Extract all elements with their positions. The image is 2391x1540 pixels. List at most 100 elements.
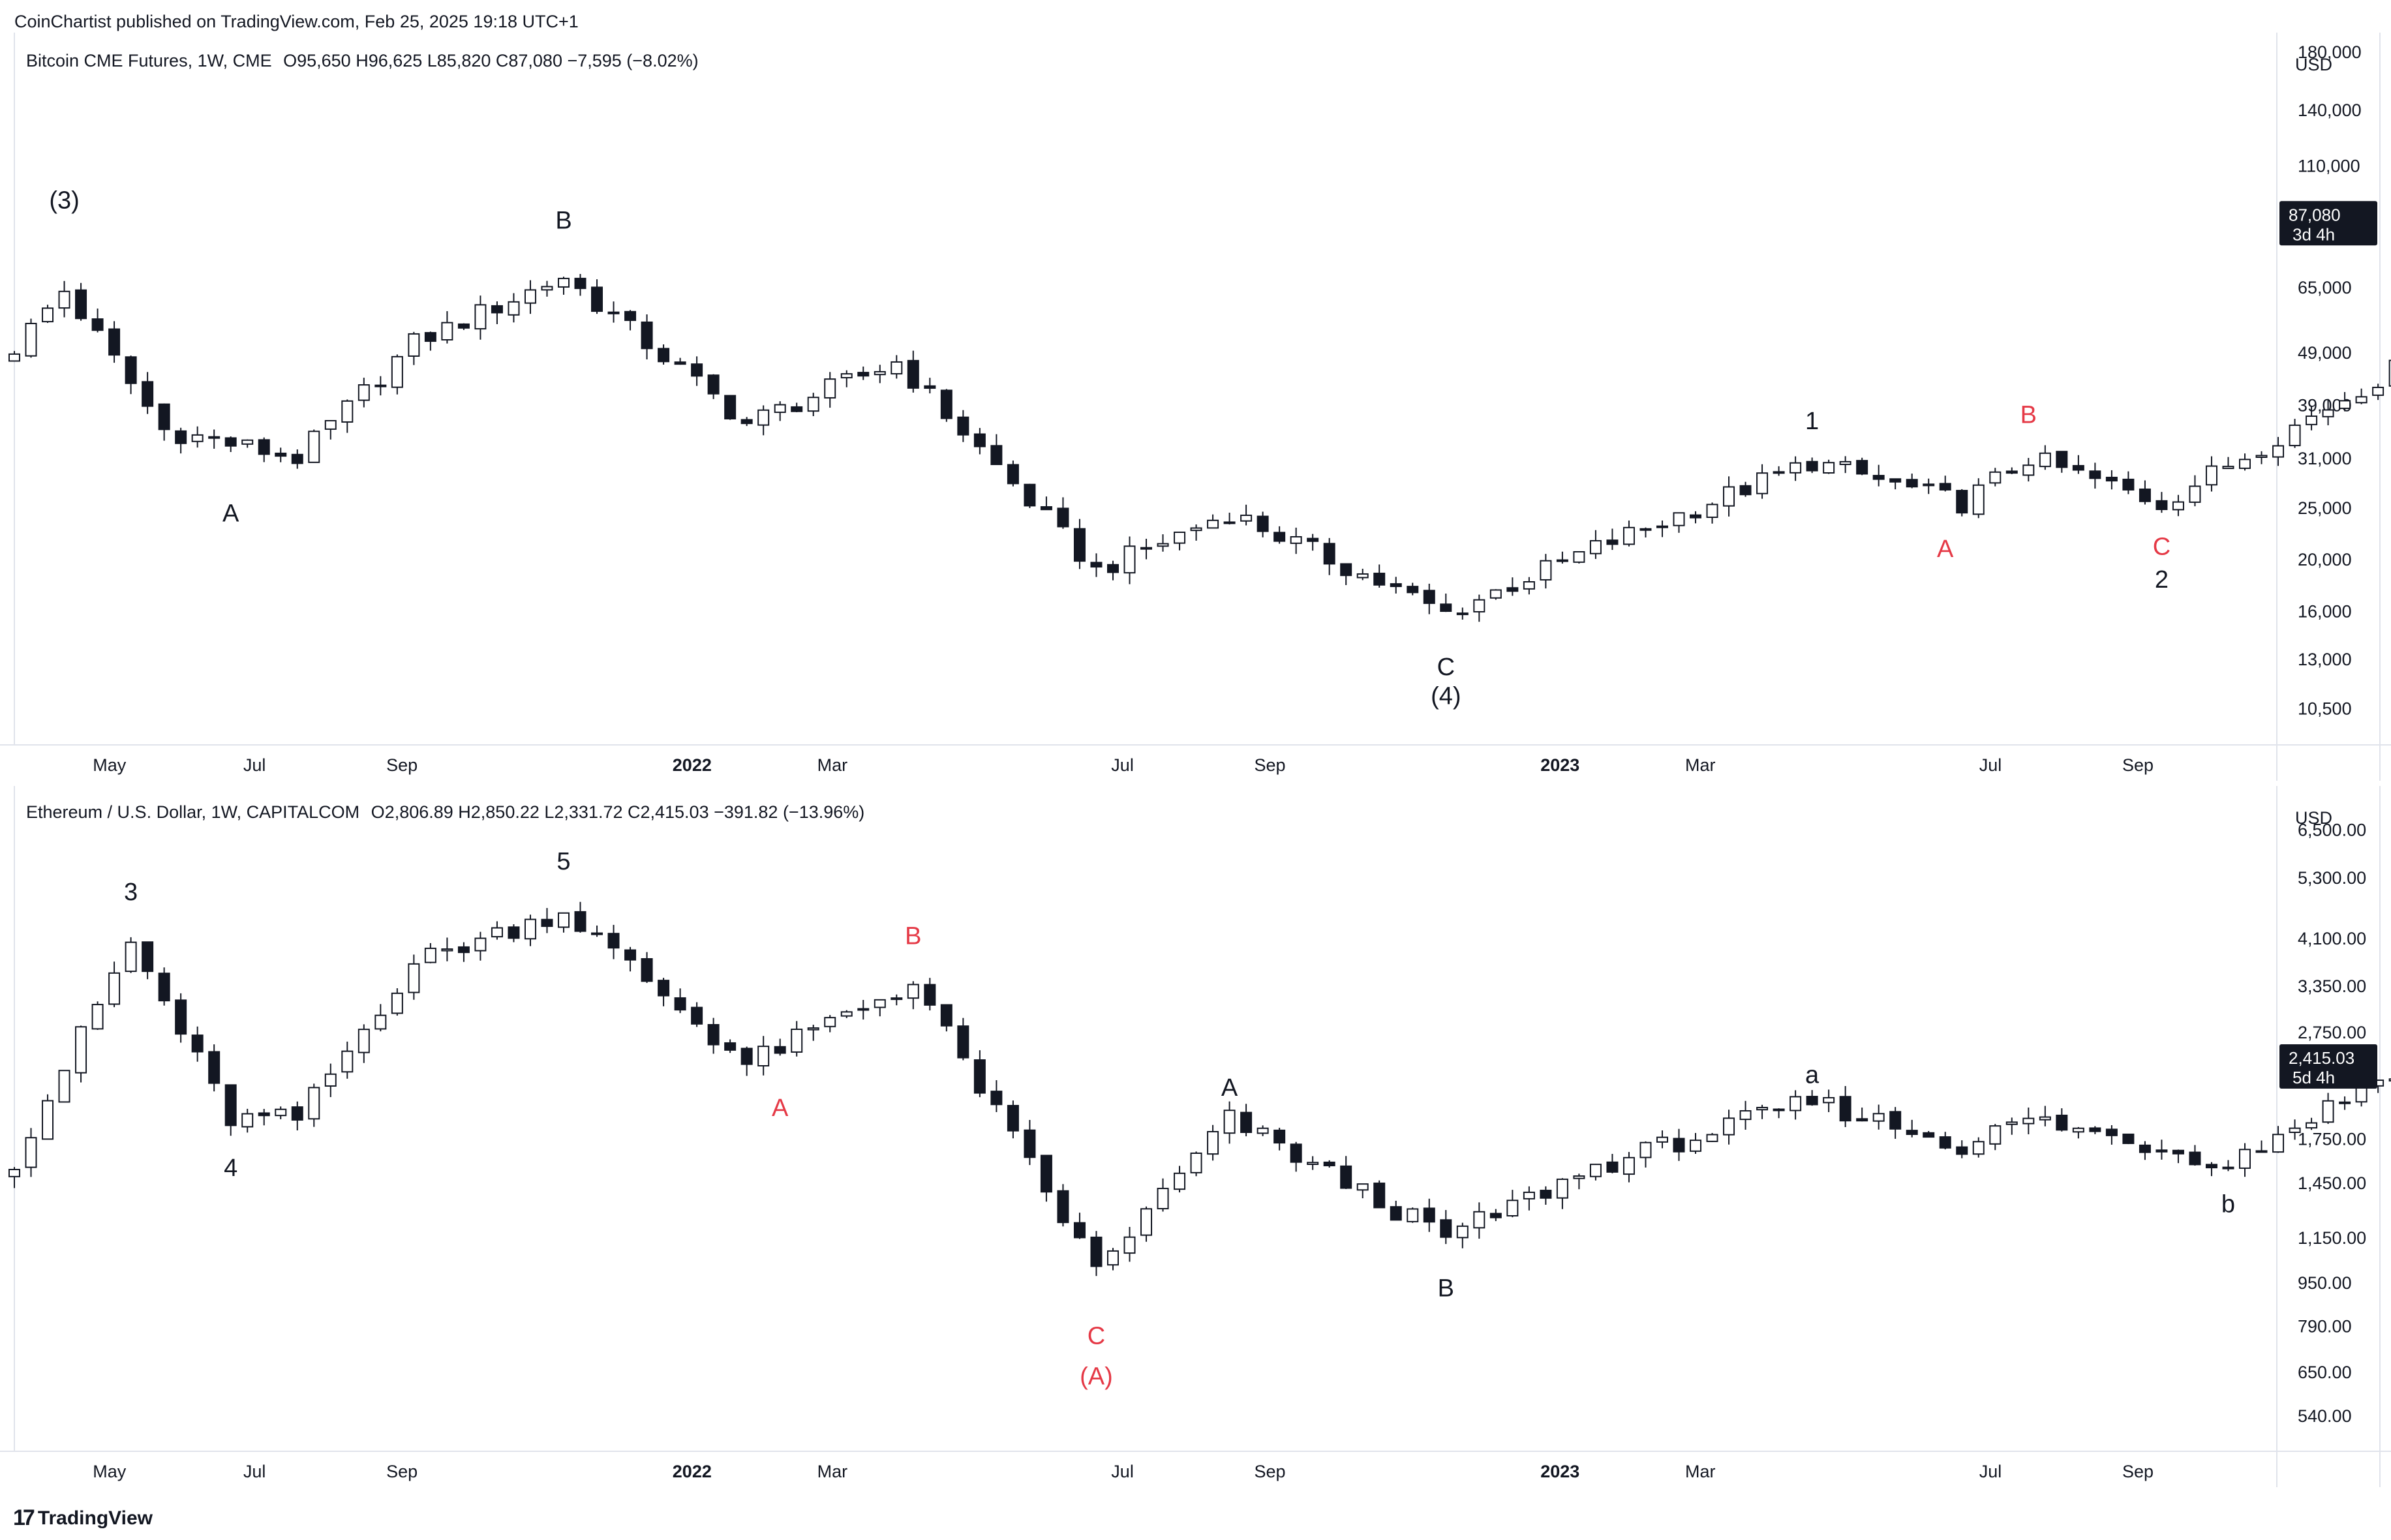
candle	[874, 999, 886, 1017]
candle	[1057, 1184, 1069, 1227]
candle	[973, 428, 986, 455]
candle-body	[2155, 1149, 2168, 1153]
candle	[1024, 1120, 1036, 1166]
candle	[1506, 577, 1519, 596]
candle	[1523, 577, 1535, 595]
candle	[424, 331, 436, 351]
candle	[1739, 481, 1752, 497]
candle-body	[1573, 1175, 1585, 1179]
btc-symbol-name[interactable]: Bitcoin CME Futures, 1W, CME	[26, 51, 272, 70]
candle	[1440, 1210, 1452, 1245]
candle	[1906, 474, 1918, 489]
candle-body	[1606, 539, 1619, 545]
candle-body	[391, 355, 403, 388]
candle	[607, 301, 620, 323]
x-tick-label: Jul	[1979, 755, 2002, 775]
candle	[1473, 594, 1485, 622]
candle-body	[1956, 490, 1968, 514]
candle-body	[374, 1014, 387, 1030]
candle-body	[1773, 1108, 1785, 1111]
candle	[1090, 553, 1103, 577]
candle-body	[524, 918, 536, 940]
candle	[2005, 467, 2018, 474]
candle-body	[1440, 1219, 1452, 1238]
candle	[1789, 456, 1802, 481]
candle	[1756, 1104, 1769, 1119]
candle-body	[408, 333, 420, 357]
candle-body	[757, 1046, 770, 1066]
candle-body	[1523, 1191, 1535, 1200]
x-tick-label: 2023	[1540, 755, 1579, 775]
candle-body	[1690, 1140, 1702, 1152]
candle	[707, 374, 720, 399]
candle	[2155, 492, 2168, 513]
tradingview-logo[interactable]: 17 TradingView	[13, 1505, 153, 1531]
candle	[591, 925, 603, 937]
x-tick-label: 2022	[673, 1462, 712, 1481]
candle-body	[1223, 1110, 1236, 1134]
candle	[457, 323, 470, 330]
candle-body	[1806, 460, 1818, 472]
candle-body	[2372, 386, 2384, 396]
candle-body	[807, 1027, 819, 1031]
candle	[791, 402, 803, 412]
publisher-header: CoinChartist published on TradingView.co…	[14, 12, 579, 31]
candle-body	[607, 311, 620, 314]
candle	[508, 924, 520, 943]
candle	[2005, 1117, 2018, 1135]
candle-body	[924, 984, 936, 1006]
candle	[757, 1036, 770, 1076]
candle-body	[707, 374, 720, 395]
candle-body	[58, 1070, 70, 1103]
candle	[91, 309, 104, 333]
candle-body	[1906, 479, 1918, 488]
last-price-tag	[2279, 201, 2377, 246]
candle-body	[175, 999, 187, 1035]
candle	[1273, 1127, 1286, 1151]
candle-body	[724, 1042, 737, 1051]
candle-body	[1622, 1156, 1635, 1175]
candle-body	[1739, 485, 1752, 496]
candle	[1356, 1183, 1369, 1199]
candle	[1157, 534, 1169, 552]
y-tick-label: 4,100.00	[2298, 929, 2366, 948]
candle	[2239, 1143, 2251, 1177]
candle-body	[1024, 1129, 1036, 1158]
candle-body	[2355, 1086, 2368, 1103]
candle-body	[491, 927, 503, 938]
candle-body	[641, 958, 653, 982]
candle-body	[2056, 451, 2068, 468]
candle-body	[1256, 1127, 1269, 1134]
candle	[258, 1109, 270, 1126]
candle	[275, 1106, 287, 1119]
candle	[574, 901, 586, 933]
candle-body	[2072, 1127, 2084, 1133]
eth-symbol-name[interactable]: Ethereum / U.S. Dollar, 1W, CAPITALCOM	[26, 802, 360, 822]
candle	[2322, 1093, 2334, 1125]
candle-body	[158, 973, 170, 1002]
candle	[774, 401, 786, 421]
candle	[1823, 459, 1835, 474]
candle	[1789, 1090, 1802, 1120]
candle	[1489, 1209, 1502, 1222]
wave-label: B	[905, 922, 921, 950]
candle	[2122, 1133, 2135, 1145]
candle	[108, 321, 121, 363]
candle-body	[824, 1017, 836, 1027]
candle	[1323, 537, 1335, 575]
candle	[1473, 1202, 1485, 1239]
candle	[1622, 521, 1635, 547]
candle	[1106, 560, 1119, 581]
candle-body	[1390, 1206, 1402, 1221]
candle-body	[291, 453, 303, 464]
candle-body	[607, 933, 620, 949]
candle-body	[1423, 590, 1435, 604]
candle	[2205, 1162, 2217, 1177]
candle	[308, 1083, 320, 1127]
candle-body	[25, 1137, 37, 1168]
candle	[1906, 1119, 1918, 1138]
candle-body	[791, 1029, 803, 1053]
candle	[990, 1080, 1003, 1112]
